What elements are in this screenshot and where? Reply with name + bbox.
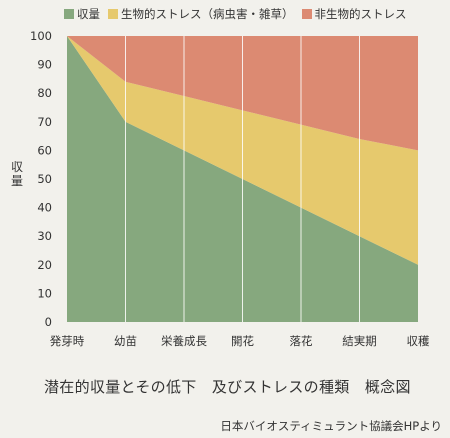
y-tick-label-50: 50 bbox=[37, 172, 52, 186]
chart-title: 潜在的収量とその低下 及びストレスの種類 概念図 bbox=[44, 378, 411, 396]
x-tick-label-2: 栄養成長 bbox=[161, 334, 207, 348]
x-tick-label-0: 発芽時 bbox=[50, 334, 85, 348]
y-tick-label-0: 0 bbox=[45, 315, 52, 329]
legend-swatch-abiotic bbox=[301, 9, 312, 19]
source-note: 日本バイオスティミュラント協議会HPより bbox=[220, 419, 442, 433]
chart-legend: 収量 生物的ストレス（病虫害・雑草） 非生物的ストレス bbox=[64, 6, 415, 22]
y-tick-label-20: 20 bbox=[37, 258, 52, 272]
x-tick-label-3: 開花 bbox=[231, 334, 254, 348]
legend-swatch-biotic bbox=[108, 9, 118, 19]
legend-item-yield: 収量 bbox=[64, 6, 100, 22]
y-tick-label-70: 70 bbox=[37, 115, 52, 129]
x-tick-label-5: 結実期 bbox=[342, 334, 377, 348]
y-tick-label-80: 80 bbox=[37, 86, 52, 100]
y-tick-label-10: 10 bbox=[37, 286, 52, 300]
legend-item-abiotic: 非生物的ストレス bbox=[301, 6, 407, 22]
x-tick-label-1: 幼苗 bbox=[114, 334, 137, 348]
x-tick-label-6: 収穫 bbox=[407, 334, 430, 348]
legend-label-biotic: 生物的ストレス（病虫害・雑草） bbox=[121, 7, 294, 21]
y-tick-label-30: 30 bbox=[37, 229, 52, 243]
y-tick-label-90: 90 bbox=[37, 58, 52, 72]
legend-label-abiotic: 非生物的ストレス bbox=[314, 7, 407, 21]
legend-label-yield: 収量 bbox=[77, 7, 100, 21]
y-tick-label-60: 60 bbox=[37, 143, 52, 157]
y-tick-label-100: 100 bbox=[30, 29, 52, 43]
y-axis-title: 収量 bbox=[10, 160, 23, 188]
legend-item-biotic: 生物的ストレス（病虫害・雑草） bbox=[108, 6, 294, 22]
y-tick-label-40: 40 bbox=[37, 201, 52, 215]
x-tick-label-4: 落花 bbox=[290, 334, 313, 348]
legend-swatch-yield bbox=[64, 9, 74, 19]
